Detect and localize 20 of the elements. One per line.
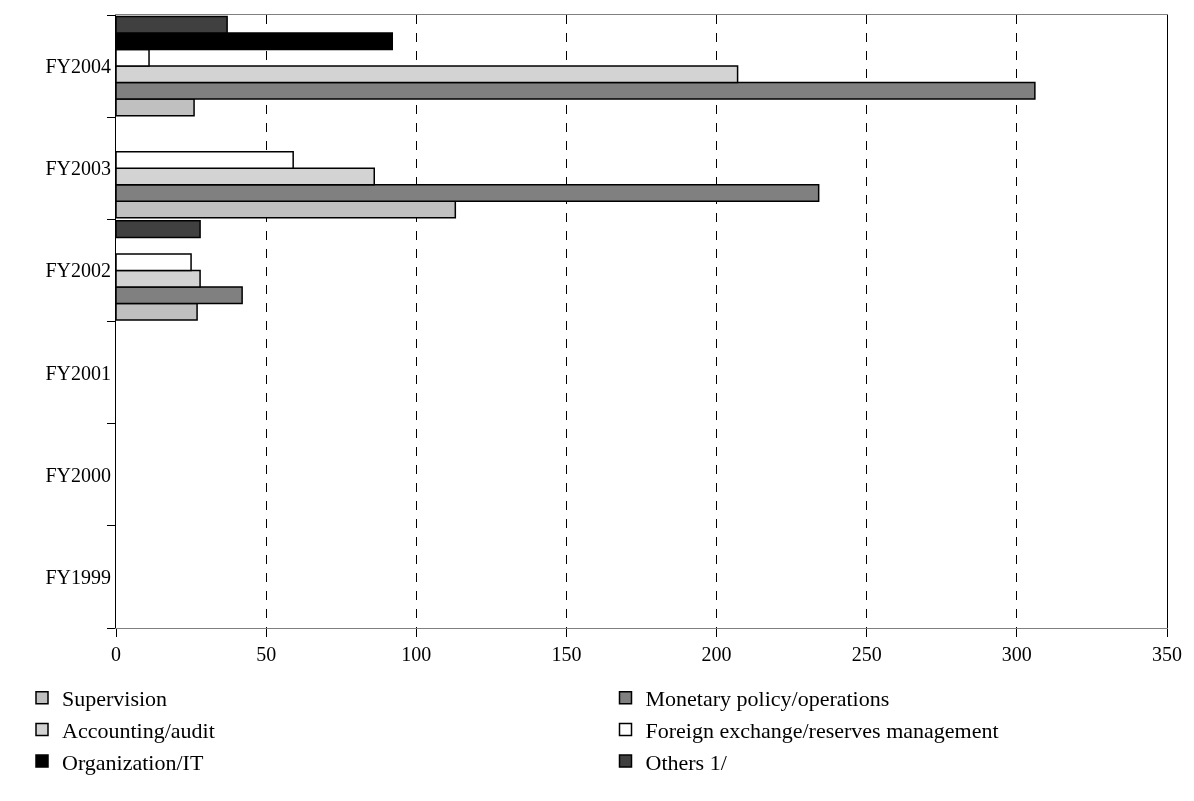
legend-label: Others 1/ (645, 749, 728, 775)
legend-label: Supervision (62, 686, 168, 712)
y-tick-label: FY2002 (45, 259, 111, 282)
x-tick-label: 300 (1001, 643, 1032, 665)
x-tick-label: 250 (851, 643, 882, 665)
y-tick-label: FY2004 (45, 55, 111, 78)
legend-label: Organization/IT (62, 749, 204, 775)
legend-label: Foreign exchange/reserves management (645, 718, 999, 744)
x-tick-label: 0 (111, 643, 121, 665)
legend-label: Monetary policy/operations (645, 686, 890, 712)
x-tick-label: 50 (256, 643, 277, 665)
x-tick-label: 350 (1152, 643, 1182, 665)
x-tick-label: 150 (551, 643, 582, 665)
y-tick-label: FY1999 (45, 565, 111, 588)
y-tick-label: FY2000 (45, 463, 111, 486)
x-tick-label: 200 (701, 643, 732, 665)
y-tick-label: FY2001 (45, 361, 111, 384)
y-tick-label: FY2003 (45, 157, 111, 180)
x-tick-label: 100 (401, 643, 432, 665)
legend-label: Accounting/audit (62, 718, 215, 744)
